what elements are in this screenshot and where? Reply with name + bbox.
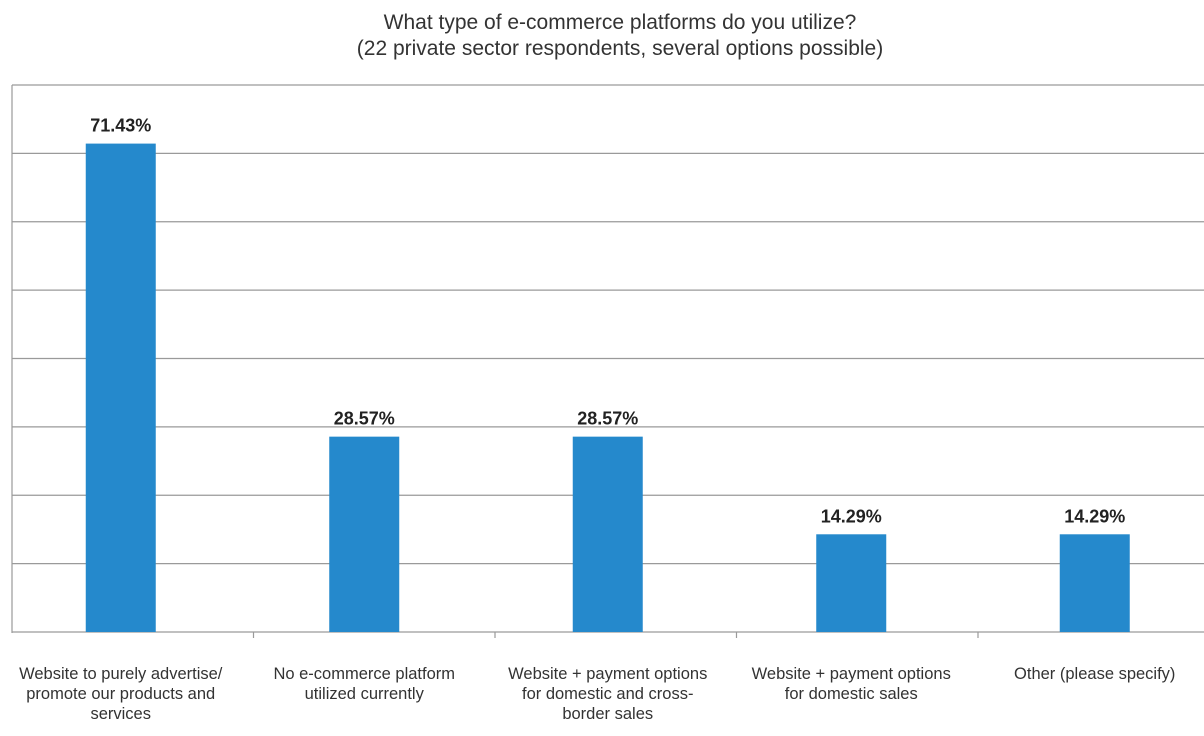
category-label-line: Website + payment options xyxy=(751,665,951,683)
category-label-line: for domestic and cross- xyxy=(521,685,694,703)
chart-title-block: What type of e-commerce platforms do you… xyxy=(0,10,1204,62)
chart-title: What type of e-commerce platforms do you… xyxy=(383,11,857,34)
category-label-line: for domestic sales xyxy=(784,685,918,703)
data-label-3: 14.29% xyxy=(821,506,882,526)
data-label-2: 28.57% xyxy=(577,409,638,429)
category-label-line: Other (please specify) xyxy=(1014,665,1176,683)
category-label-line: Website + payment options xyxy=(508,665,708,683)
bar-0 xyxy=(85,143,156,632)
category-label-line: services xyxy=(90,705,151,723)
category-label-line: Website to purely advertise/ xyxy=(19,665,223,683)
data-label-4: 14.29% xyxy=(1064,506,1125,526)
category-label-4: Other (please specify) xyxy=(980,664,1204,684)
category-label-line: utilized currently xyxy=(304,685,424,703)
bar-2 xyxy=(572,436,643,632)
category-label-line: promote our products and xyxy=(26,685,216,703)
category-label-line: No e-commerce platform xyxy=(273,665,456,683)
data-label-0: 71.43% xyxy=(90,116,151,136)
data-label-1: 28.57% xyxy=(334,409,395,429)
chart-subtitle: (22 private sector respondents, several … xyxy=(356,37,884,60)
bar-4 xyxy=(1059,534,1130,632)
category-label-0: Website to purely advertise/promote our … xyxy=(6,664,236,724)
bar-3 xyxy=(816,534,887,632)
category-label-line: border sales xyxy=(562,705,654,723)
category-label-3: Website + payment options for domestic sa… xyxy=(736,664,966,704)
bar-1 xyxy=(329,436,400,632)
category-label-2: Website + payment options for domestic an… xyxy=(493,664,723,724)
category-label-1: No e-commerce platform utilized currently xyxy=(249,664,479,704)
